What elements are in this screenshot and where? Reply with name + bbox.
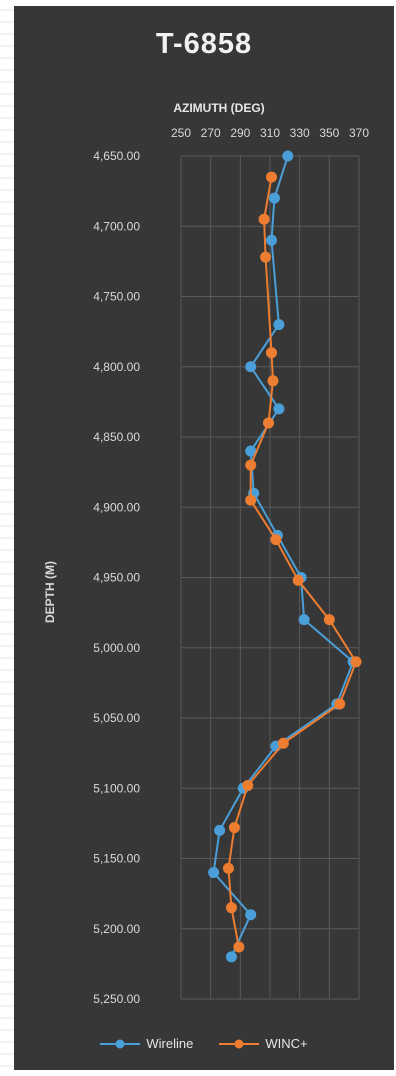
x-tick-label: 290 xyxy=(230,126,250,140)
data-point-wireline xyxy=(245,361,257,373)
data-point-winc xyxy=(228,822,240,834)
data-point-winc xyxy=(245,494,257,506)
y-tick-label: 5,150.00 xyxy=(93,852,140,866)
y-tick-label: 4,700.00 xyxy=(93,219,140,233)
y-tick-label: 5,250.00 xyxy=(93,992,140,1006)
data-point-wireline xyxy=(282,150,294,162)
data-point-wireline xyxy=(265,234,277,246)
series-line-wireline xyxy=(212,155,355,958)
data-point-wireline xyxy=(273,403,285,415)
data-point-wireline xyxy=(214,824,226,836)
y-tick-label: 5,100.00 xyxy=(93,781,140,795)
chart-legend: Wireline WINC+ xyxy=(14,1036,394,1051)
data-point-winc xyxy=(233,941,245,953)
data-point-wireline xyxy=(268,192,280,204)
data-point-winc xyxy=(225,902,237,914)
y-tick-label: 5,000.00 xyxy=(93,641,140,655)
chart-title: T-6858 xyxy=(155,28,253,60)
data-point-wireline xyxy=(225,951,237,963)
x-tick-label: 250 xyxy=(171,126,191,140)
data-point-winc xyxy=(323,614,335,626)
data-point-winc xyxy=(265,347,277,359)
data-point-winc xyxy=(260,251,272,263)
y-tick-label: 4,850.00 xyxy=(93,430,140,444)
legend-label-winc: WINC+ xyxy=(265,1036,308,1051)
y-tick-label: 5,200.00 xyxy=(93,922,140,936)
y-tick-label: 4,950.00 xyxy=(93,571,140,585)
x-tick-label: 370 xyxy=(349,126,369,140)
data-point-winc xyxy=(222,862,234,874)
y-tick-label: 4,800.00 xyxy=(93,360,140,374)
data-point-winc xyxy=(245,459,257,471)
data-point-wireline xyxy=(245,909,257,921)
y-axis-title: DEPTH (M) xyxy=(43,561,57,623)
x-tick-label: 310 xyxy=(260,126,280,140)
x-axis-title: AZIMUTH (DEG) xyxy=(173,101,265,115)
data-point-winc xyxy=(267,375,279,387)
data-point-wireline xyxy=(245,445,257,457)
legend-label-wireline: Wireline xyxy=(146,1036,194,1051)
y-tick-label: 4,750.00 xyxy=(93,290,140,304)
data-point-wireline xyxy=(273,319,285,331)
chart-plot: 250 270 290 310 330 350 370 4,650.00 4,700.00 4,7… xyxy=(93,126,369,1006)
chart-panel: 250 270 290 310 330 350 370 4,650.00 4,700.00 4,7… xyxy=(14,6,394,1070)
data-point-winc xyxy=(277,737,289,749)
data-point-winc xyxy=(265,171,277,183)
x-tick-label: 330 xyxy=(290,126,310,140)
data-point-winc xyxy=(270,534,282,546)
y-tick-label: 4,650.00 xyxy=(93,149,140,163)
legend-marker-wireline xyxy=(100,1039,141,1048)
data-point-winc xyxy=(334,698,346,710)
y-tick-label: 5,050.00 xyxy=(93,711,140,725)
data-point-winc xyxy=(258,213,270,225)
y-tick-label: 4,900.00 xyxy=(93,500,140,514)
data-point-winc xyxy=(263,417,275,429)
data-point-winc xyxy=(242,779,254,791)
legend-item-wireline: Wireline xyxy=(100,1036,193,1051)
legend-marker-winc xyxy=(219,1039,260,1048)
data-point-wireline xyxy=(298,614,310,626)
data-point-wireline xyxy=(208,867,220,879)
data-point-winc xyxy=(292,574,304,586)
legend-item-winc: WINC+ xyxy=(219,1036,308,1051)
x-tick-label: 270 xyxy=(201,126,221,140)
x-tick-label: 350 xyxy=(319,126,339,140)
data-point-winc xyxy=(350,656,362,668)
